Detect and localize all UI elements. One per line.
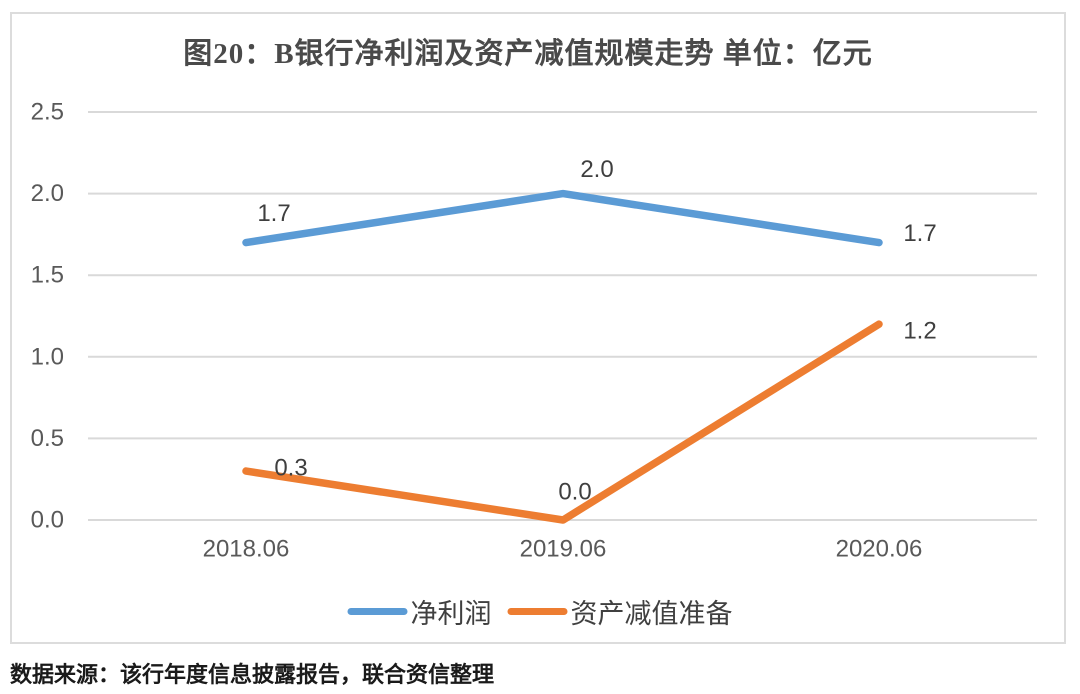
legend-label: 资产减值准备 bbox=[570, 599, 733, 629]
legend-line-swatch bbox=[347, 608, 408, 615]
legend-line-swatch bbox=[507, 608, 568, 615]
source-note: 数据来源：该行年度信息披露报告，联合资信整理 bbox=[10, 662, 495, 687]
legend-item: 资产减值准备 bbox=[507, 592, 733, 631]
legend-label: 净利润 bbox=[410, 599, 492, 629]
chart-container bbox=[10, 12, 1066, 644]
chart-title: 图20：B银行净利润及资产减值规模走势 单位：亿元 bbox=[183, 38, 873, 70]
legend-item: 净利润 bbox=[347, 592, 492, 631]
legend: 净利润 资产减值准备 bbox=[347, 592, 733, 631]
